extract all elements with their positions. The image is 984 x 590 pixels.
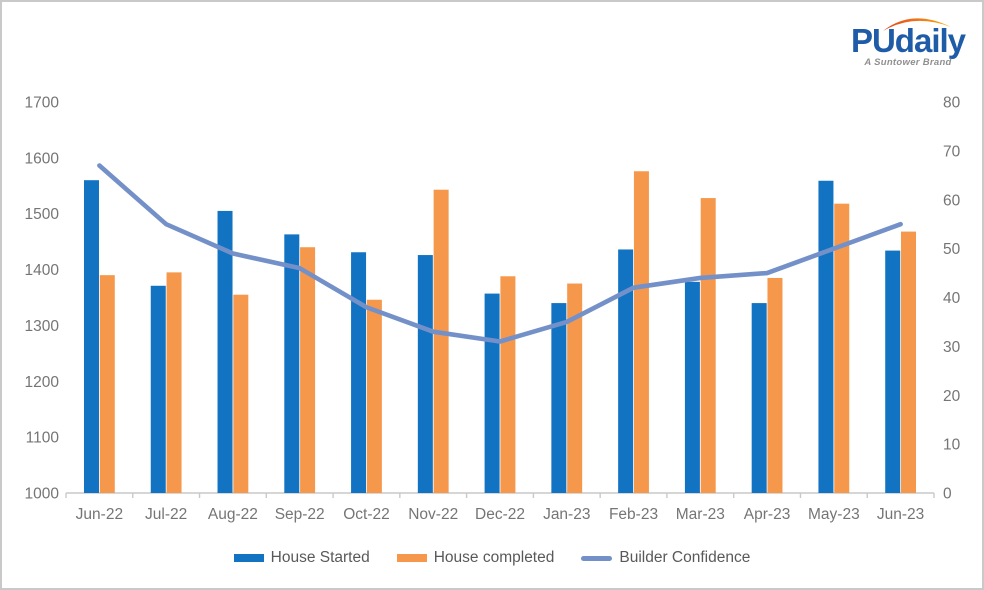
bar-house-started	[551, 303, 567, 493]
x-axis-label: Mar-23	[676, 506, 725, 523]
x-axis-label: Nov-22	[408, 506, 458, 523]
x-axis-label: Sep-22	[275, 506, 325, 523]
bar-house-started	[150, 285, 166, 493]
bar-house-completed	[166, 272, 182, 493]
bar-house-started	[217, 210, 233, 493]
bar-house-started	[818, 180, 834, 493]
right-axis-label: 70	[943, 143, 961, 160]
right-axis-label: 10	[943, 437, 961, 454]
x-axis-label: Apr-23	[744, 506, 791, 523]
legend-item-house-started: House Started	[233, 549, 370, 567]
bar-house-started	[751, 303, 767, 493]
bar-house-started	[618, 249, 634, 493]
bar-house-completed	[500, 276, 516, 493]
x-axis-label: Aug-22	[208, 506, 258, 523]
bar-house-completed	[433, 189, 449, 493]
legend-label: Builder Confidence	[619, 549, 751, 566]
house-completed-swatch-icon	[396, 554, 427, 562]
x-axis-label: Jan-23	[543, 506, 590, 523]
pudaily-logo: PUdaily A Suntower Brand	[844, 10, 972, 72]
x-axis-label: Dec-22	[475, 506, 525, 523]
brand-tagline: A Suntower Brand	[864, 57, 952, 68]
left-axis-label: 1200	[25, 374, 60, 391]
right-axis-label: 80	[943, 95, 961, 112]
x-axis-label: Jun-23	[877, 506, 924, 523]
left-axis-label: 1500	[25, 206, 60, 223]
bar-house-started	[684, 281, 700, 493]
left-axis-label: 1100	[26, 430, 60, 447]
legend-item-builder-confidence: Builder Confidence	[581, 549, 750, 567]
x-axis-label: May-23	[808, 506, 860, 523]
bar-house-completed	[233, 294, 249, 493]
bar-house-started	[885, 250, 901, 493]
bar-house-completed	[366, 299, 382, 493]
x-axis-label: Jun-22	[76, 506, 123, 523]
bar-house-started	[83, 180, 99, 493]
right-axis-label: 60	[943, 192, 961, 209]
chart-legend: House Started House completed Builder Co…	[2, 549, 982, 567]
right-axis-label: 50	[943, 241, 961, 258]
bar-house-completed	[834, 203, 850, 493]
x-axis-label: Jul-22	[145, 506, 187, 523]
right-axis-label: 30	[943, 339, 961, 356]
legend-label: House completed	[433, 549, 555, 566]
bar-house-started	[417, 255, 433, 493]
left-axis-label: 1000	[25, 486, 60, 503]
bar-house-completed	[633, 171, 649, 493]
left-axis-label: 1700	[25, 95, 60, 112]
right-axis-label: 40	[943, 290, 961, 307]
house-started-swatch-icon	[233, 554, 264, 562]
x-axis-label: Oct-22	[343, 506, 390, 523]
legend-label: House Started	[270, 549, 370, 566]
line-builder-confidence	[97, 163, 903, 344]
bar-house-started	[284, 234, 300, 494]
left-axis-label: 1600	[25, 150, 60, 167]
legend-item-house-completed: House completed	[396, 549, 555, 567]
left-axis-label: 1300	[25, 318, 60, 335]
bar-house-started	[484, 293, 500, 493]
x-axis-label: Feb-23	[609, 506, 658, 523]
bar-house-completed	[901, 231, 917, 494]
right-axis-label: 20	[943, 388, 961, 405]
brand-text: PUdaily	[850, 22, 966, 59]
right-axis-label: 0	[943, 486, 952, 503]
bar-house-started	[351, 252, 367, 493]
bar-house-completed	[767, 277, 783, 493]
bar-house-completed	[99, 275, 115, 493]
bar-house-completed	[567, 283, 583, 493]
builder-confidence-line-icon	[581, 555, 613, 561]
logo-arc-icon	[883, 18, 951, 31]
bar-house-completed	[300, 247, 316, 493]
bar-house-completed	[700, 198, 716, 493]
left-axis-label: 1400	[25, 262, 60, 279]
